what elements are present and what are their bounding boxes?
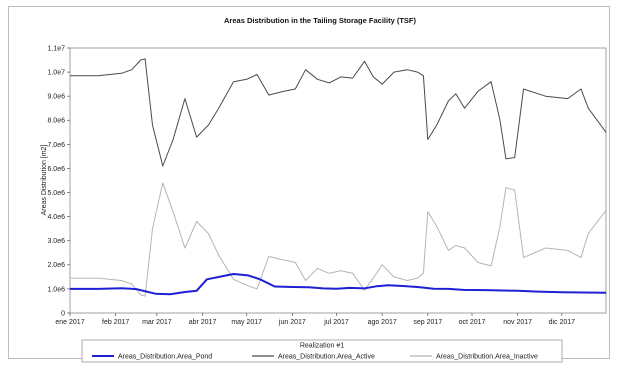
legend-entry: Areas_Distribution.Area_Pond (118, 354, 212, 361)
legend-entry: Areas_Distribution.Area_Active (278, 354, 375, 361)
plot-area (69, 47, 607, 314)
series-line-area-inactive (70, 182, 607, 297)
y-axis: 0 1.0e6 2.0e6 3.0e6 4.0e6 5.0e6 6.0e6 7.0e6 8.0e… (47, 45, 70, 317)
x-tick-label: may 2017 (231, 319, 262, 326)
x-tick-label: nov 2017 (503, 319, 532, 326)
y-tick-label: 1.0e6 (47, 286, 65, 293)
y-tick-label: 3.0e6 (47, 238, 65, 245)
x-tick-label: dic 2017 (549, 319, 576, 326)
x-tick-label: sep 2017 (413, 319, 442, 326)
x-tick-label: jun 2017 (278, 319, 306, 326)
legend: Realization #1 Areas_Distribution.Area_P… (81, 339, 563, 363)
series-line-area-active (70, 58, 607, 167)
plot-border (69, 47, 607, 314)
x-tick-label: abr 2017 (189, 319, 217, 326)
y-tick-label: 8.0e6 (47, 118, 65, 125)
x-tick-label: oct 2017 (459, 319, 486, 326)
x-tick-label: jul 2017 (323, 319, 349, 326)
x-tick-label: mar 2017 (142, 319, 172, 326)
y-tick-label: 0 (61, 310, 65, 317)
series-line-area-pond (70, 273, 607, 296)
y-tick-label: 7.0e6 (47, 142, 65, 149)
legend-box (81, 339, 563, 363)
legend-items: Areas_Distribution.Area_Pond Areas_Distri… (92, 354, 538, 361)
chart-title: Areas Distribution in the Tailing Storag… (224, 16, 416, 25)
legend-title: Realization #1 (300, 343, 344, 350)
y-tick-label: 9.0e6 (47, 94, 65, 101)
y-tick-label: 5.0e6 (47, 190, 65, 197)
y-tick-label: 2.0e6 (47, 262, 65, 269)
y-tick-label: 6.0e6 (47, 166, 65, 173)
x-tick-label: ene 2017 (55, 319, 84, 326)
x-tick-label: ago 2017 (368, 319, 397, 326)
x-axis: ene 2017 feb 2017 mar 2017 abr 2017 may 2017… (55, 313, 575, 326)
y-tick-label: 1.0e7 (47, 69, 65, 76)
y-tick-label: 1.1e7 (47, 45, 65, 52)
y-tick-label: 4.0e6 (47, 214, 65, 221)
x-tick-label: feb 2017 (102, 319, 129, 326)
series-layer (70, 58, 607, 297)
y-axis-label: Areas Distribution [m2] (41, 145, 48, 216)
legend-entry: Areas_Distribution.Area_Inactive (436, 354, 538, 361)
